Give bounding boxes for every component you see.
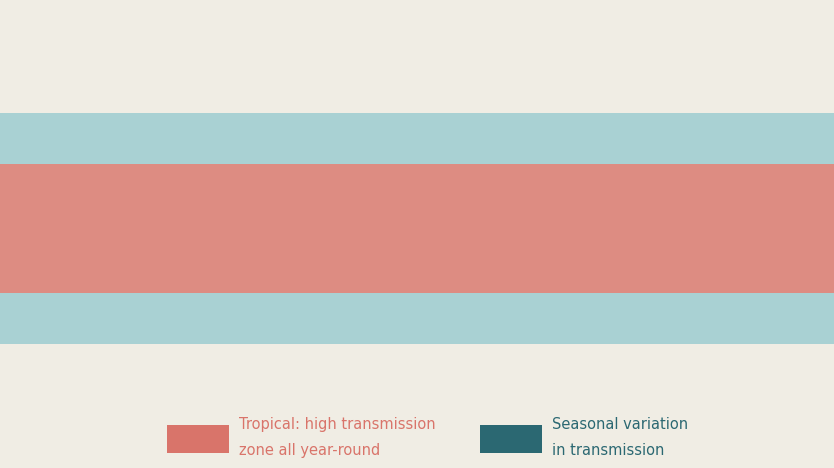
Bar [0, 293, 834, 344]
Text: zone all year-round: zone all year-round [239, 444, 379, 459]
Text: Tropical: high transmission: Tropical: high transmission [239, 417, 435, 431]
Text: Seasonal variation: Seasonal variation [552, 417, 688, 431]
Text: in transmission: in transmission [552, 444, 665, 459]
Bar [167, 425, 229, 453]
Bar [0, 164, 834, 293]
Bar [480, 425, 542, 453]
Bar [0, 113, 834, 164]
